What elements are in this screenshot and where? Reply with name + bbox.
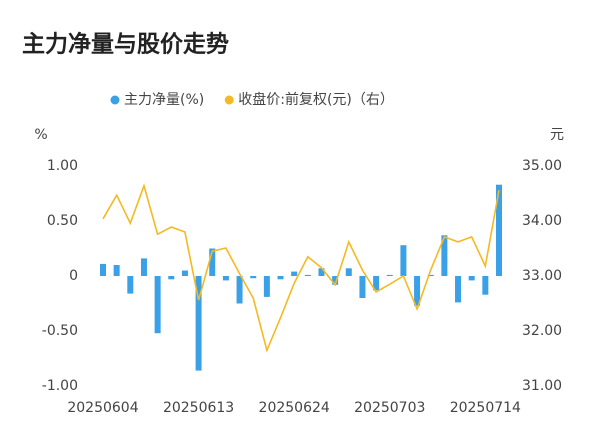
- bar: [181, 270, 188, 276]
- legend-marker: [110, 95, 120, 105]
- bar: [236, 276, 243, 304]
- bar: [468, 276, 475, 281]
- y-tick-label: -0.50: [42, 323, 78, 339]
- y-tick-label: 0.50: [47, 213, 78, 229]
- bar: [304, 274, 311, 276]
- bar: [359, 276, 366, 298]
- legend-label: 收盘价:前复权(元)（右）: [238, 91, 394, 108]
- bar: [386, 274, 393, 276]
- y2-tick-label: 32.00: [522, 323, 562, 339]
- bar: [455, 276, 462, 303]
- bar: [373, 276, 380, 291]
- bar: [441, 235, 448, 276]
- bar: [168, 276, 175, 280]
- bar: [318, 268, 325, 276]
- bar: [482, 276, 489, 295]
- bar: [332, 276, 339, 285]
- y2-tick-label: 33.00: [522, 268, 562, 284]
- bar: [127, 276, 134, 294]
- bar: [496, 184, 502, 276]
- bar: [222, 276, 229, 281]
- bar: [113, 265, 120, 276]
- bar: [400, 245, 407, 276]
- x-tick-label: 20250703: [354, 400, 425, 416]
- bar: [345, 268, 352, 276]
- bar: [209, 248, 216, 276]
- y-tick-label: 1.00: [47, 158, 78, 174]
- bar: [414, 276, 421, 306]
- bar: [427, 274, 434, 276]
- legend-marker: [224, 95, 234, 105]
- y-axis-unit: %: [34, 127, 47, 143]
- bar: [195, 276, 202, 371]
- bar: [250, 276, 257, 279]
- y2-axis-unit: 元: [550, 127, 564, 143]
- price-line: [102, 183, 500, 353]
- y-tick-label: 0: [69, 268, 78, 284]
- x-tick-label: 20250613: [163, 400, 234, 416]
- y-tick-label: -1.00: [42, 378, 78, 394]
- bar: [154, 276, 161, 334]
- x-tick-label: 20250604: [67, 400, 138, 416]
- bar: [291, 271, 298, 276]
- bar: [140, 258, 147, 276]
- x-tick-label: 20250714: [450, 400, 521, 416]
- y2-tick-label: 34.00: [522, 213, 562, 229]
- bar: [277, 276, 284, 280]
- bar: [100, 263, 106, 276]
- legend-label: 主力净量(%): [124, 92, 204, 108]
- chart-title: 主力净量与股价走势: [22, 31, 229, 58]
- x-tick-label: 20250624: [259, 400, 330, 416]
- y2-tick-label: 35.00: [522, 158, 562, 174]
- bar: [263, 276, 270, 297]
- y2-tick-label: 31.00: [522, 378, 562, 394]
